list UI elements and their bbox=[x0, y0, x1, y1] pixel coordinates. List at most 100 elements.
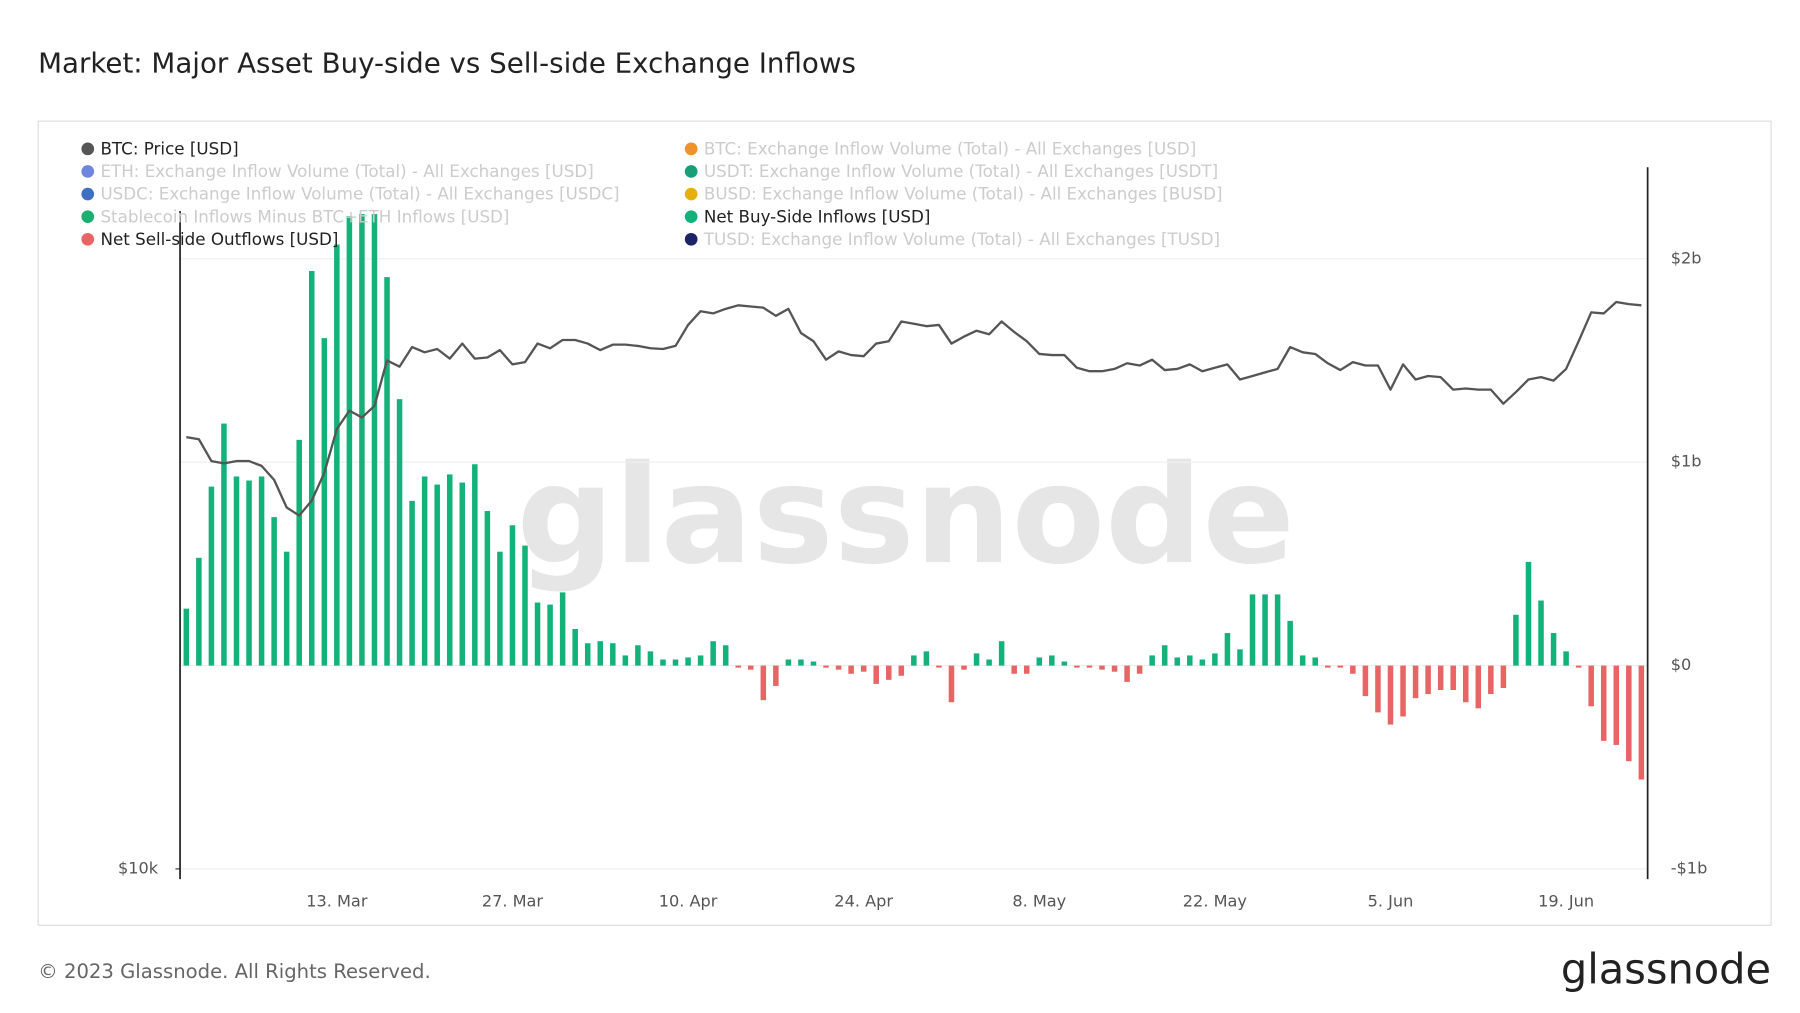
bar bbox=[610, 643, 616, 666]
bar bbox=[1274, 594, 1281, 666]
legend-marker bbox=[684, 210, 698, 224]
x-tick-label: 22. May bbox=[1183, 892, 1248, 911]
bar bbox=[1023, 665, 1030, 674]
bar bbox=[1362, 665, 1369, 697]
bar bbox=[873, 665, 879, 684]
legend-label: USDC: Exchange Inflow Volume (Total) - A… bbox=[100, 184, 619, 204]
panel bbox=[37, 120, 1772, 926]
legend-marker bbox=[81, 165, 95, 178]
bar bbox=[923, 651, 930, 666]
legend-marker bbox=[684, 142, 698, 156]
bar bbox=[446, 474, 453, 666]
bar bbox=[296, 439, 302, 666]
bar bbox=[396, 399, 403, 666]
legend-marker bbox=[684, 232, 698, 246]
bar bbox=[597, 641, 604, 666]
y-tick-label: $10k bbox=[118, 858, 159, 877]
bar bbox=[785, 659, 792, 666]
bar bbox=[1036, 657, 1043, 666]
bar bbox=[421, 476, 428, 666]
y2-tick-label: $0 bbox=[1671, 655, 1692, 674]
bar bbox=[1174, 657, 1181, 666]
bar bbox=[635, 645, 641, 666]
bar bbox=[722, 645, 729, 666]
bar bbox=[911, 655, 917, 666]
bar bbox=[1387, 665, 1394, 725]
bar bbox=[1437, 665, 1444, 691]
bar bbox=[973, 653, 980, 666]
bar bbox=[697, 655, 704, 666]
bar bbox=[1337, 665, 1344, 668]
bar bbox=[860, 665, 867, 672]
bar bbox=[848, 665, 854, 674]
bar bbox=[735, 665, 741, 668]
bar bbox=[509, 525, 516, 666]
x-tick-label: 24. Apr bbox=[834, 892, 893, 911]
bar bbox=[584, 643, 591, 666]
bar bbox=[572, 628, 578, 666]
bar bbox=[321, 338, 328, 666]
x-tick-label: 5. Jun bbox=[1368, 892, 1414, 911]
bar bbox=[1600, 665, 1607, 741]
bar bbox=[986, 659, 992, 666]
bar bbox=[309, 271, 315, 666]
legend-label: BUSD: Exchange Inflow Volume (Total) - A… bbox=[704, 184, 1223, 204]
x-tick-label: 10. Apr bbox=[659, 892, 718, 911]
price-line bbox=[186, 300, 1642, 517]
bar bbox=[1325, 665, 1331, 668]
bar bbox=[961, 665, 967, 670]
bar bbox=[1613, 665, 1620, 745]
bar bbox=[208, 486, 215, 666]
bar bbox=[1412, 665, 1419, 699]
bar bbox=[497, 551, 503, 666]
x-tick-label: 19. Jun bbox=[1538, 892, 1594, 911]
bar bbox=[1500, 665, 1507, 688]
bar bbox=[1111, 665, 1118, 672]
bar bbox=[1312, 657, 1318, 666]
legend-marker bbox=[684, 165, 698, 178]
bar bbox=[1212, 653, 1218, 666]
bar bbox=[221, 423, 227, 666]
bar bbox=[1149, 655, 1155, 666]
x-tick-label: 8. May bbox=[1012, 892, 1066, 911]
legend-label: Net Buy-Side Inflows [USD] bbox=[704, 206, 931, 226]
legend-label: USDT: Exchange Inflow Volume (Total) - A… bbox=[704, 161, 1218, 181]
bar bbox=[459, 482, 466, 666]
bar bbox=[835, 665, 842, 670]
bar bbox=[1425, 665, 1431, 695]
bar bbox=[547, 604, 553, 666]
bar bbox=[1299, 655, 1306, 666]
legend-marker bbox=[81, 187, 95, 201]
bar bbox=[409, 500, 415, 666]
bar bbox=[246, 480, 252, 666]
bar bbox=[1161, 645, 1168, 666]
y2-tick-label: $2b bbox=[1671, 248, 1702, 267]
bar bbox=[1550, 633, 1557, 666]
bar bbox=[748, 665, 754, 670]
bar bbox=[359, 214, 365, 666]
bar bbox=[1450, 665, 1456, 691]
bar bbox=[647, 651, 654, 666]
bar bbox=[1199, 659, 1206, 666]
bar bbox=[283, 551, 290, 666]
bar bbox=[1563, 651, 1569, 666]
legend-label: Stablecoin Inflows Minus BTC+ETH Inflows… bbox=[100, 206, 509, 226]
bar bbox=[522, 545, 528, 666]
logo: glassnode bbox=[1561, 945, 1771, 994]
bar bbox=[773, 665, 779, 686]
bar bbox=[384, 277, 390, 666]
legend-marker bbox=[81, 210, 95, 224]
bar bbox=[1099, 665, 1105, 670]
bar bbox=[1262, 594, 1268, 666]
bar bbox=[1513, 614, 1519, 666]
bar bbox=[936, 665, 942, 668]
bar bbox=[810, 661, 817, 666]
bar bbox=[1488, 665, 1494, 695]
bar bbox=[948, 665, 955, 703]
watermark: glassnode bbox=[517, 437, 1295, 595]
bar bbox=[1462, 665, 1469, 703]
y2-tick-label: $1b bbox=[1671, 452, 1702, 471]
x-tick-label: 13. Mar bbox=[306, 892, 368, 911]
